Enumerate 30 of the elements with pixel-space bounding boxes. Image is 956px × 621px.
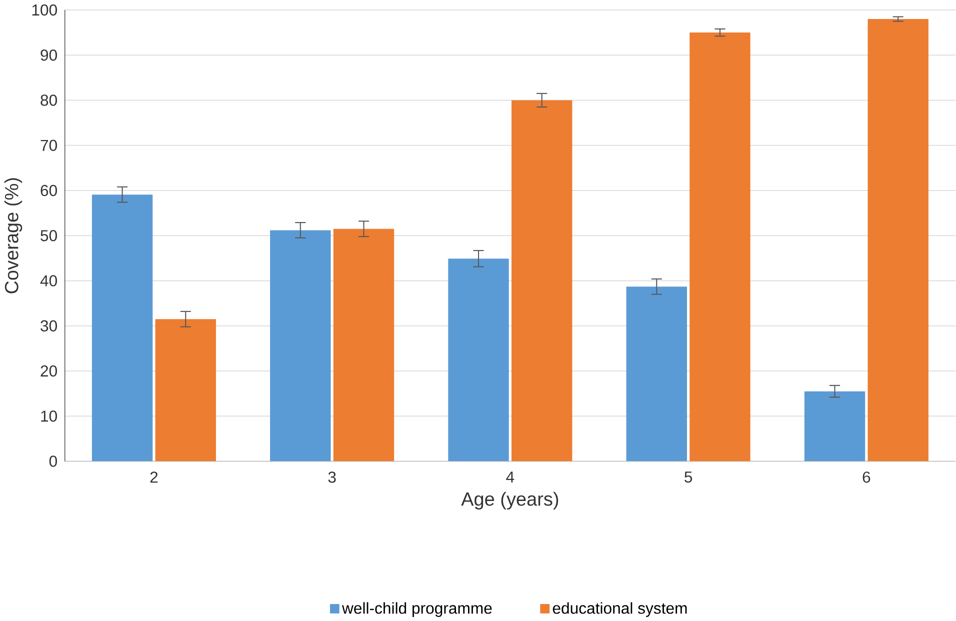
x-tick-label: 4 — [506, 472, 514, 482]
legend-label: well-child programme — [342, 602, 492, 617]
x-tick-label: 3 — [328, 472, 336, 483]
x-axis-title: Age (years) — [461, 492, 558, 510]
y-tick-label: 60 — [40, 184, 57, 196]
legend-label: educational system — [552, 602, 687, 617]
bar — [512, 100, 572, 462]
y-tick-label: 90 — [40, 50, 57, 61]
bar — [270, 230, 331, 462]
y-tick-label: 100 — [32, 4, 57, 16]
bar — [92, 194, 153, 462]
x-tick-label: 6 — [862, 472, 870, 483]
bar — [448, 258, 509, 462]
y-tick-label: 70 — [40, 140, 57, 152]
bar — [868, 19, 928, 462]
bar — [690, 32, 750, 462]
y-tick-label: 20 — [40, 365, 57, 377]
bar — [155, 319, 216, 462]
bar — [626, 286, 687, 462]
y-tick-label: 50 — [40, 230, 57, 242]
y-axis-title: Coverage (%) — [4, 178, 22, 294]
y-tick-label: 10 — [41, 410, 57, 422]
y-tick-label: 80 — [40, 94, 57, 106]
x-tick-label: 5 — [684, 472, 692, 483]
y-tick-label: 0 — [49, 456, 57, 467]
y-tick-label: 30 — [40, 320, 57, 332]
x-tick-label: 2 — [150, 472, 158, 483]
bar — [333, 228, 394, 462]
bar — [804, 391, 866, 462]
y-tick-label: 40 — [40, 275, 57, 286]
